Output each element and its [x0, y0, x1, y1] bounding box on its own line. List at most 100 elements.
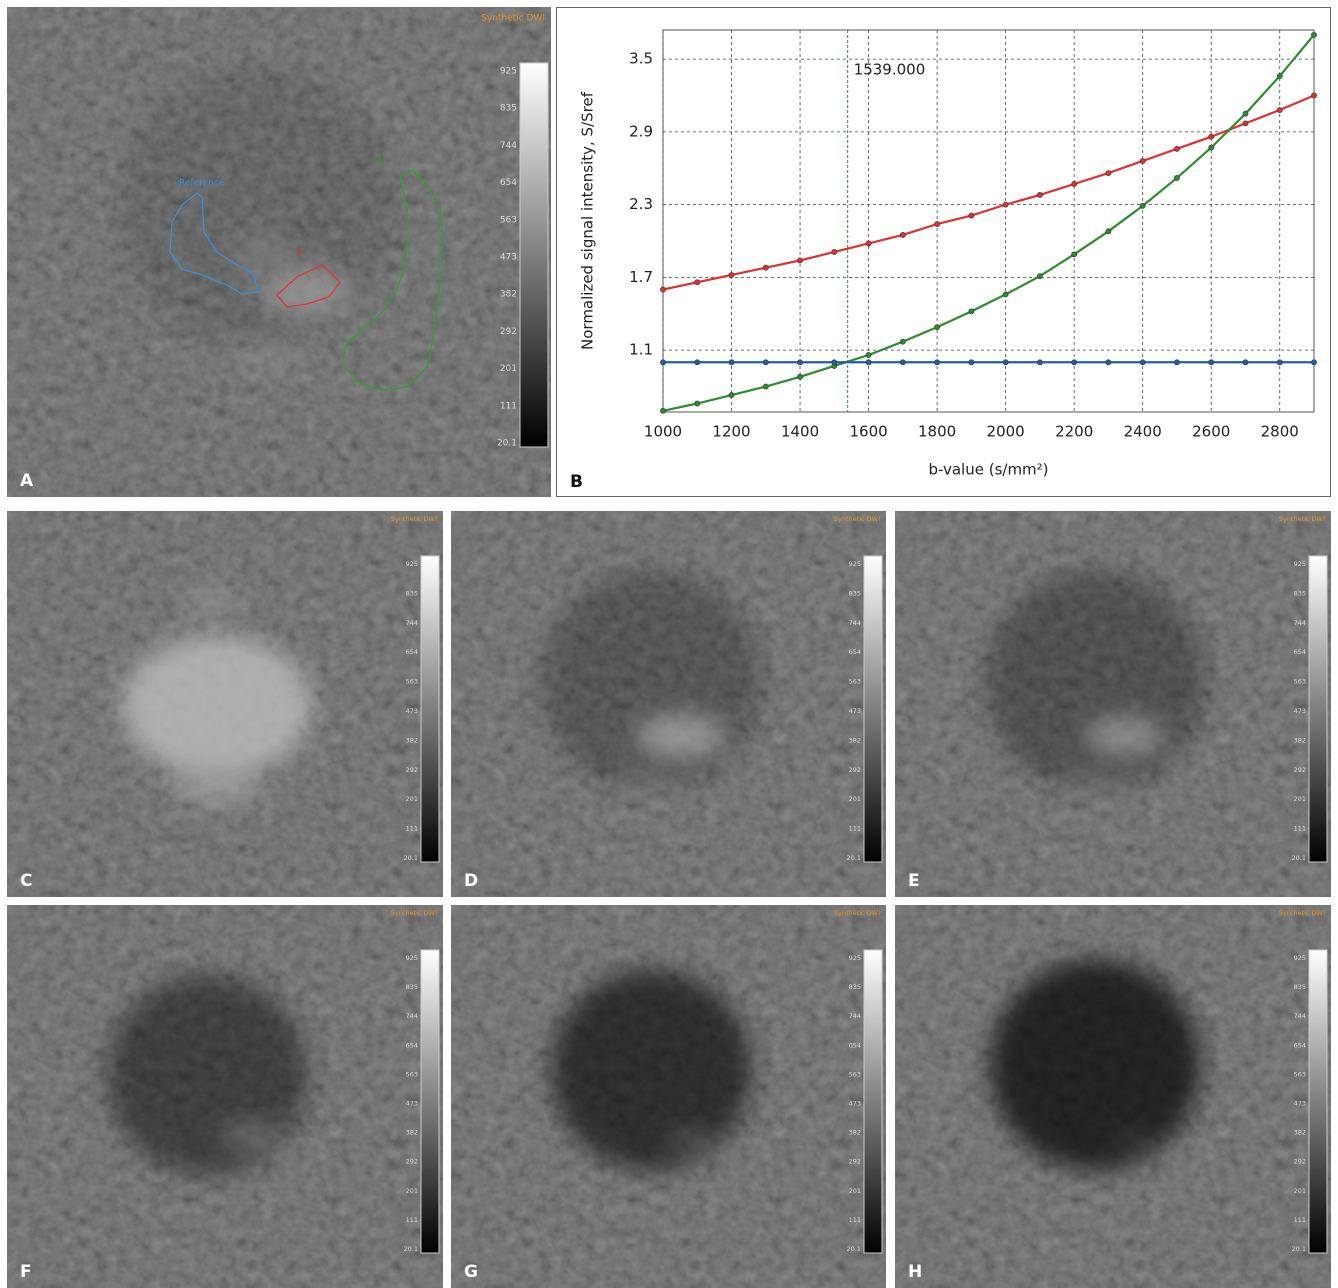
data-point — [729, 360, 734, 365]
colorbar-label: 292 — [849, 1158, 861, 1166]
mri-image — [895, 905, 1331, 1288]
data-point — [1072, 181, 1077, 186]
colorbar-label: 563 — [406, 1070, 418, 1078]
image-panel: 92583574465456347338229220111120.1Synthe… — [7, 7, 551, 497]
colorbar-label: 563 — [849, 678, 861, 686]
colorbar-label: 835 — [1294, 589, 1306, 597]
colorbar-label: 654 — [849, 1041, 861, 1049]
panel-letter: D — [464, 871, 478, 891]
colorbar-label: 20.1 — [847, 1245, 861, 1253]
x-tick-label: 2000 — [987, 423, 1025, 441]
panel-letter: E — [908, 871, 920, 891]
colorbar-label: 563 — [1294, 1070, 1306, 1078]
mri-image — [7, 905, 443, 1288]
x-tick-label: 1200 — [712, 423, 750, 441]
colorbar-label: 473 — [1294, 1100, 1306, 1108]
colorbar-label: 201 — [500, 364, 517, 374]
colorbar-label: 201 — [406, 1187, 418, 1195]
colorbar-label: 382 — [849, 736, 861, 744]
data-point — [1003, 202, 1008, 207]
data-point — [900, 360, 905, 365]
image-panel: 92583574465456347338229220111120.1Synthe… — [451, 905, 886, 1288]
data-point — [1209, 145, 1214, 150]
colorbar-label: 201 — [406, 795, 418, 803]
overlay-label: Synthetic DWI — [391, 909, 437, 917]
data-point — [1106, 229, 1111, 234]
data-point — [969, 309, 974, 314]
dark-region — [985, 571, 1205, 791]
colorbar — [520, 63, 548, 447]
colorbar-label: 835 — [849, 983, 861, 991]
data-point — [763, 384, 768, 389]
data-point — [1243, 360, 1248, 365]
colorbar-label: 744 — [849, 619, 861, 627]
colorbar-label: 744 — [1294, 619, 1306, 627]
colorbar-label: 925 — [1294, 560, 1306, 568]
colorbar-label: 473 — [849, 1100, 861, 1108]
panel-letter: G — [464, 1262, 478, 1282]
roi-label: Reference — [179, 179, 225, 189]
colorbar-label: 382 — [500, 290, 517, 300]
bright-region — [616, 771, 686, 801]
page: {"panels": [ {"letter": "A", "overlay": … — [0, 0, 1338, 1288]
bright-region — [187, 581, 237, 621]
colorbar-label: 20.1 — [847, 854, 861, 862]
bright-region — [666, 1128, 716, 1152]
colorbar-label: 925 — [500, 67, 517, 77]
mri-image — [7, 7, 551, 497]
x-tick-label: 1000 — [644, 423, 682, 441]
x-tick-label: 2800 — [1261, 423, 1299, 441]
colorbar-label: 20.1 — [1292, 1245, 1306, 1253]
overlay-label: Synthetic DWI — [1279, 515, 1325, 523]
colorbar-label: 473 — [1294, 707, 1306, 715]
y-tick-label: 2.3 — [629, 195, 653, 213]
dark-region — [117, 67, 397, 347]
data-point — [660, 287, 665, 292]
bright-region — [232, 227, 292, 287]
data-point — [660, 360, 665, 365]
colorbar-label: 744 — [849, 1012, 861, 1020]
data-point — [763, 265, 768, 270]
colorbar-label: 292 — [1294, 1158, 1306, 1166]
colorbar-label: 654 — [500, 178, 517, 188]
panel-letter: C — [20, 871, 32, 891]
data-point — [1174, 146, 1179, 151]
mri-image — [895, 511, 1331, 897]
data-point — [695, 401, 700, 406]
colorbar-label: 744 — [500, 141, 517, 151]
x-tick-label: 1400 — [781, 423, 819, 441]
overlay-label: Synthetic DWI — [481, 14, 545, 24]
data-point — [1243, 121, 1248, 126]
colorbar-label: 20.1 — [404, 854, 418, 862]
bright-region — [227, 342, 307, 372]
y-tick-label: 1.1 — [629, 341, 653, 359]
bright-region — [222, 1121, 282, 1149]
data-point — [1037, 192, 1042, 197]
colorbar — [421, 556, 439, 862]
colorbar-label: 473 — [406, 707, 418, 715]
data-point — [1174, 360, 1179, 365]
data-point — [1003, 292, 1008, 297]
colorbar-label: 111 — [849, 1216, 861, 1224]
colorbar-label: 111 — [500, 401, 517, 411]
data-point — [729, 392, 734, 397]
panel-letter: A — [20, 471, 34, 491]
data-point — [729, 272, 734, 277]
dark-region — [107, 975, 307, 1175]
data-point — [1277, 107, 1282, 112]
image-panel: 92583574465456347338229220111120.1Synthe… — [895, 905, 1331, 1288]
data-point — [900, 232, 905, 237]
colorbar-label: 744 — [406, 619, 418, 627]
data-point — [935, 360, 940, 365]
data-point — [1072, 252, 1077, 257]
colorbar-label: 563 — [500, 215, 517, 225]
overlay-label: Synthetic DWI — [834, 909, 880, 917]
x-tick-label: 1600 — [849, 423, 887, 441]
data-point — [1072, 360, 1077, 365]
colorbar-label: 201 — [849, 1187, 861, 1195]
colorbar-label: 835 — [1294, 983, 1306, 991]
roi-label: 2 — [376, 156, 382, 166]
colorbar-label: 654 — [1294, 1041, 1306, 1049]
colorbar-label: 835 — [849, 589, 861, 597]
dark-region — [990, 960, 1200, 1170]
